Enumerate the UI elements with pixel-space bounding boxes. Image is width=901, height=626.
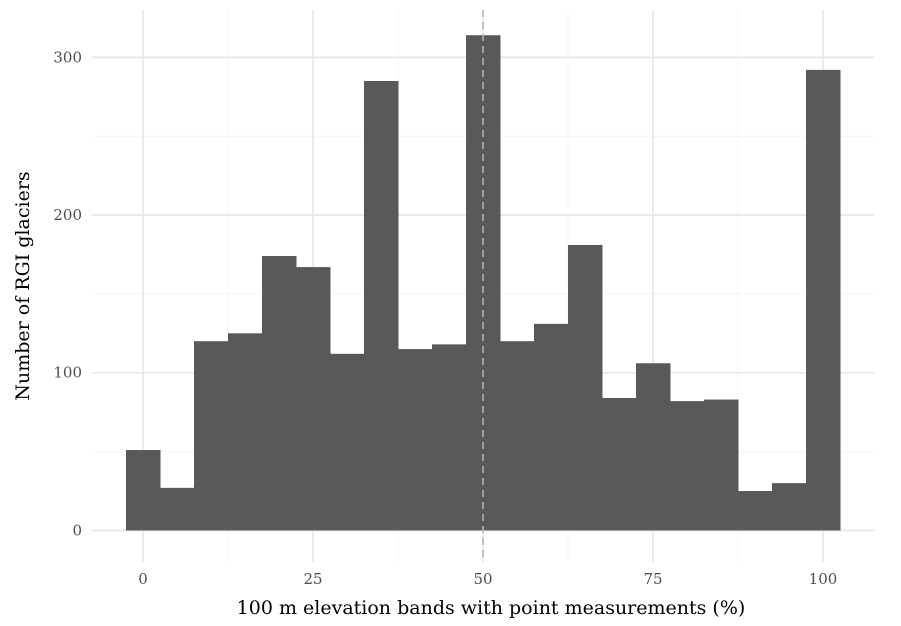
- y-axis-title: Number of RGI glaciers: [12, 171, 34, 400]
- histogram-bar: [636, 363, 671, 531]
- histogram-bar: [670, 401, 705, 531]
- histogram-bar: [194, 341, 229, 531]
- histogram-bar: [432, 344, 467, 531]
- histogram-bar: [262, 256, 297, 531]
- histogram-bar: [806, 69, 841, 531]
- y-axis-tick-labels: 0 100 200 300: [53, 48, 82, 539]
- histogram-bar: [704, 399, 739, 531]
- y-tick-label: 300: [53, 48, 82, 66]
- x-axis-title: 100 m elevation bands with point measure…: [237, 597, 746, 619]
- histogram-bar: [126, 450, 161, 531]
- y-tick-label: 200: [53, 206, 82, 224]
- histogram-bar: [398, 349, 433, 531]
- x-tick-label: 100: [809, 570, 838, 588]
- histogram-bar: [296, 267, 331, 531]
- x-tick-label: 25: [303, 570, 322, 588]
- x-tick-label: 75: [643, 570, 662, 588]
- x-tick-label: 50: [473, 570, 492, 588]
- histogram-bars: [126, 35, 841, 531]
- x-axis-tick-labels: 0 25 50 75 100: [138, 570, 837, 588]
- histogram-bar: [500, 341, 535, 531]
- histogram-bar: [568, 244, 603, 531]
- x-tick-label: 0: [138, 570, 148, 588]
- histogram-bar: [364, 80, 399, 531]
- histogram-bar: [330, 353, 365, 531]
- histogram-bar: [602, 397, 637, 531]
- y-tick-label: 0: [72, 521, 82, 539]
- histogram-bar: [228, 333, 263, 531]
- y-tick-label: 100: [53, 364, 82, 382]
- histogram-bar: [738, 491, 773, 531]
- histogram-bar: [160, 487, 195, 531]
- histogram-bar: [772, 483, 807, 531]
- histogram-bar: [534, 323, 569, 531]
